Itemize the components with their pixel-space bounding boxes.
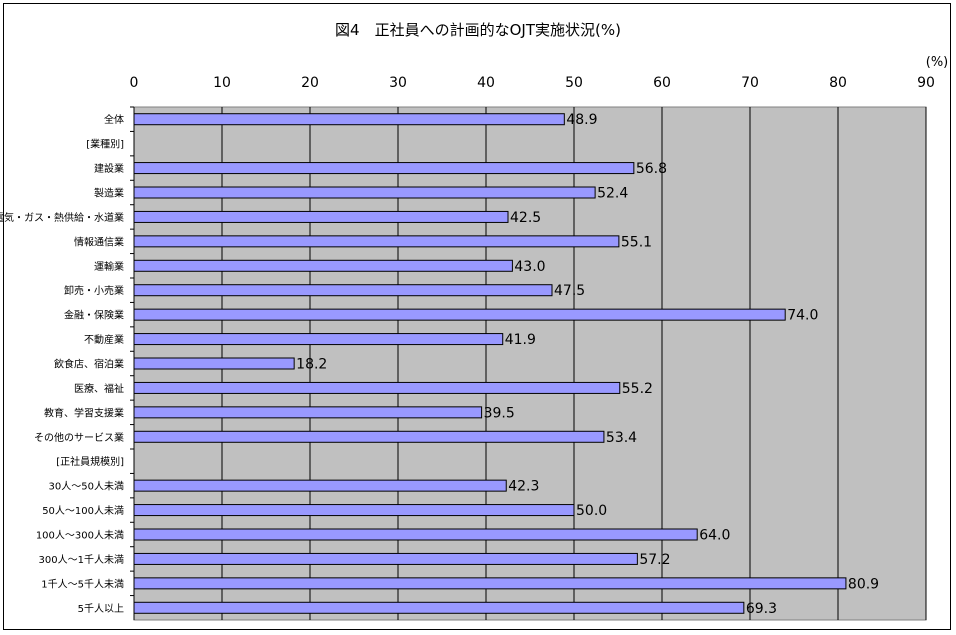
x-tick-label: 0 [130, 75, 139, 91]
bar [133, 113, 565, 126]
category-label: 教育、学習支援業 [44, 406, 124, 419]
bar [133, 430, 605, 443]
category-label: 全体 [104, 113, 124, 126]
category-label: 金融・保険業 [64, 309, 124, 322]
category-label: 製造業 [94, 187, 124, 200]
data-label: 50.0 [576, 503, 607, 519]
category-label: 5千人以上 [78, 603, 124, 615]
bar [133, 162, 635, 175]
bar [133, 259, 513, 272]
category-label: 30人～50人未満 [49, 481, 124, 493]
data-label: 64.0 [699, 528, 730, 544]
bar [133, 504, 575, 517]
unit-label: (%) [926, 55, 949, 70]
x-tick-label: 10 [213, 75, 231, 91]
data-label: 57.2 [639, 552, 670, 568]
category-label: 300人～1千人未満 [39, 554, 124, 566]
data-label: 74.0 [787, 308, 818, 324]
chart-title: 図4 正社員への計画的なOJT実施状況(%) [335, 21, 621, 39]
x-tick-label: 50 [565, 75, 583, 91]
data-label: 47.5 [554, 283, 585, 299]
x-tick-label: 30 [389, 75, 407, 91]
bar [133, 235, 620, 248]
data-label: 69.3 [746, 601, 777, 617]
data-label: 53.4 [606, 430, 637, 446]
bar [133, 333, 504, 346]
category-label: 運輸業 [94, 260, 124, 273]
category-label: その他のサービス業 [34, 431, 124, 444]
category-label: 1千人～5千人未満 [41, 578, 124, 590]
x-tick-label: 90 [917, 75, 935, 91]
bar [133, 577, 847, 590]
x-tick-label: 40 [477, 75, 495, 91]
data-label: 55.1 [621, 234, 652, 250]
data-label: 42.3 [508, 479, 539, 495]
category-label: 卸売・小売業 [64, 284, 124, 297]
category-label: 不動産業 [84, 333, 124, 346]
bar [133, 601, 745, 614]
data-label: 80.9 [848, 576, 879, 592]
bar [133, 381, 621, 394]
bar [133, 284, 553, 297]
category-label: 建設業 [94, 162, 124, 175]
bar [133, 308, 786, 321]
data-label: 43.0 [514, 259, 545, 275]
bar [133, 406, 483, 419]
data-label: 48.9 [566, 112, 597, 128]
category-label: 50人～100人未満 [42, 505, 124, 517]
x-tick-label: 20 [301, 75, 319, 91]
category-label: 情報通信業 [74, 235, 124, 248]
data-label: 42.5 [510, 210, 541, 226]
bar [133, 210, 509, 223]
category-label: 医療、福祉 [74, 382, 124, 395]
x-tick-label: 80 [829, 75, 847, 91]
x-tick-label: 60 [653, 75, 671, 91]
data-label: 56.8 [636, 161, 667, 177]
data-label: 52.4 [597, 186, 628, 202]
category-label: 飲食店、宿泊業 [54, 358, 124, 371]
category-label: [業種別] [86, 138, 124, 151]
category-label: [正社員規模別] [56, 455, 124, 468]
bar [133, 552, 638, 565]
data-label: 39.5 [484, 405, 515, 421]
category-label: 100人～300人未満 [36, 530, 124, 542]
category-label: 電気・ガス・熱供給・水道業 [0, 211, 124, 224]
data-label: 18.2 [296, 357, 327, 373]
data-label: 41.9 [505, 332, 536, 348]
bar [133, 479, 507, 492]
data-label: 55.2 [622, 381, 653, 397]
bar [133, 186, 596, 199]
bar [133, 528, 698, 541]
bar [133, 357, 295, 370]
x-tick-label: 70 [741, 75, 759, 91]
